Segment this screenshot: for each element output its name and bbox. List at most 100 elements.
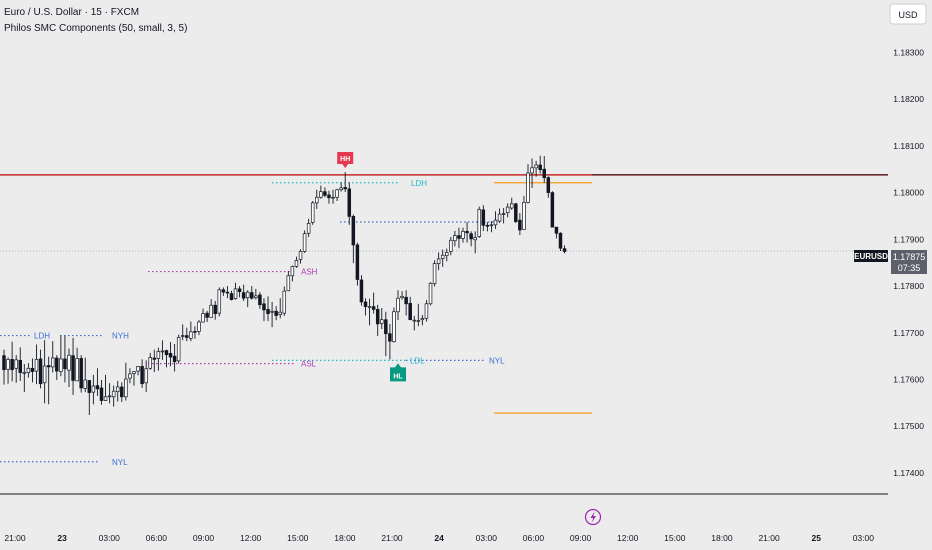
x-tick-label: 15:00 bbox=[287, 533, 309, 543]
candle-body bbox=[59, 358, 63, 372]
candle-body bbox=[120, 386, 124, 398]
candle-body bbox=[229, 293, 234, 300]
candle-body bbox=[416, 320, 421, 322]
y-tick-label: 1.17500 bbox=[893, 421, 924, 431]
candle-body bbox=[424, 303, 429, 319]
lightning-icon-bolt[interactable] bbox=[590, 511, 597, 523]
candle-body bbox=[396, 297, 400, 313]
candle-body bbox=[189, 331, 193, 339]
candle-body bbox=[270, 310, 274, 313]
candle-body bbox=[335, 189, 339, 198]
candle-body bbox=[323, 191, 327, 196]
candle-body bbox=[331, 196, 335, 199]
candle-body bbox=[554, 226, 559, 234]
candle-body bbox=[55, 357, 59, 372]
y-tick-label: 1.17800 bbox=[893, 281, 924, 291]
lightning-icon[interactable] bbox=[584, 508, 602, 526]
y-axis[interactable]: 1.18300 1.18200 1.18100 1.18000 1.17900 1.178… bbox=[893, 47, 924, 478]
markers-layer: HH HL bbox=[337, 152, 407, 382]
lightning-icon-circle[interactable] bbox=[584, 508, 602, 526]
level-labels-layer: LDH ASH ASL LDL NYL LDH NYH NYL bbox=[34, 179, 505, 467]
candle-body bbox=[176, 337, 181, 362]
candle-body bbox=[237, 288, 242, 293]
price-tag bbox=[891, 250, 927, 274]
candle-body bbox=[144, 368, 148, 384]
candle-body bbox=[217, 289, 222, 314]
candle-body bbox=[432, 263, 437, 285]
candle-body bbox=[388, 333, 392, 342]
candle-body bbox=[22, 372, 27, 374]
candle-body bbox=[319, 191, 323, 198]
candle-body bbox=[315, 196, 319, 204]
candle-body bbox=[26, 367, 31, 373]
candle-body bbox=[298, 251, 303, 260]
candle-body bbox=[343, 187, 347, 190]
candle-body bbox=[225, 291, 230, 294]
candle-body bbox=[514, 203, 518, 222]
level-label-ldh: LDH bbox=[411, 179, 427, 188]
x-axis[interactable]: 21:00 23 03:00 06:00 09:00 12:00 15:00 18:00 21:… bbox=[4, 533, 874, 543]
ticker-tag bbox=[854, 250, 888, 262]
countdown-timer: 07:35 bbox=[898, 263, 921, 273]
currency-button[interactable]: USD bbox=[889, 3, 927, 25]
candle-body bbox=[518, 219, 522, 231]
candle-body bbox=[209, 304, 213, 318]
x-tick-label: 12:00 bbox=[240, 533, 262, 543]
candle-body bbox=[124, 378, 128, 398]
x-tick-label: 09:00 bbox=[570, 533, 592, 543]
marker-hl-label: HL bbox=[393, 373, 403, 380]
candle-body bbox=[310, 202, 315, 223]
candle-body bbox=[306, 223, 311, 234]
candle-body bbox=[485, 224, 490, 227]
candle-body bbox=[489, 224, 494, 227]
candle-body bbox=[128, 373, 132, 379]
currency-button-frame[interactable] bbox=[889, 3, 927, 25]
x-tick-label: 25 bbox=[811, 533, 821, 543]
candle-body bbox=[107, 395, 112, 398]
candle-body bbox=[380, 319, 384, 324]
candle-body bbox=[327, 194, 331, 199]
candle-body bbox=[213, 304, 217, 314]
level-label-ldh: LDH bbox=[34, 332, 50, 341]
y-tick-label: 1.18000 bbox=[893, 188, 924, 198]
candle-body bbox=[461, 231, 465, 239]
candle-body bbox=[156, 351, 161, 359]
candle-body bbox=[91, 385, 96, 393]
candle-body bbox=[245, 291, 250, 299]
candle-body bbox=[148, 357, 152, 369]
candle-body bbox=[412, 319, 417, 322]
candle-body bbox=[282, 290, 287, 314]
x-tick-label: 03:00 bbox=[99, 533, 121, 543]
levels-layer bbox=[0, 174, 888, 463]
candle-body bbox=[294, 259, 299, 267]
candle-body bbox=[75, 358, 79, 382]
symbol-title: Euro / U.S. Dollar · 15 · FXCM bbox=[4, 7, 139, 18]
candle-body bbox=[457, 235, 461, 239]
marker-hl: HL bbox=[390, 363, 407, 382]
candle-body bbox=[351, 216, 356, 246]
level-label-ldl: LDL bbox=[410, 356, 425, 365]
candle-body bbox=[497, 213, 502, 222]
candle-body bbox=[440, 254, 445, 259]
x-tick-label: 21:00 bbox=[4, 533, 26, 543]
candle-body bbox=[71, 355, 75, 381]
candle-body bbox=[274, 310, 278, 316]
candle-body bbox=[10, 359, 14, 371]
indicator-title[interactable]: Philos SMC Components (50, small, 3, 5) bbox=[4, 23, 187, 34]
candle-body bbox=[392, 311, 396, 343]
candle-body bbox=[34, 359, 39, 372]
currency-button-label[interactable]: USD bbox=[898, 10, 918, 20]
candle-body bbox=[526, 172, 530, 203]
candle-body bbox=[38, 358, 43, 385]
candle-body bbox=[152, 357, 157, 360]
candle-body bbox=[367, 306, 372, 308]
candle-body bbox=[132, 371, 136, 374]
candle-body bbox=[197, 321, 201, 332]
candle-body bbox=[6, 359, 10, 370]
x-tick-label: 09:00 bbox=[193, 533, 215, 543]
candle-body bbox=[63, 358, 67, 370]
candle-body bbox=[302, 233, 307, 252]
marker-hh-label: HH bbox=[340, 156, 350, 163]
